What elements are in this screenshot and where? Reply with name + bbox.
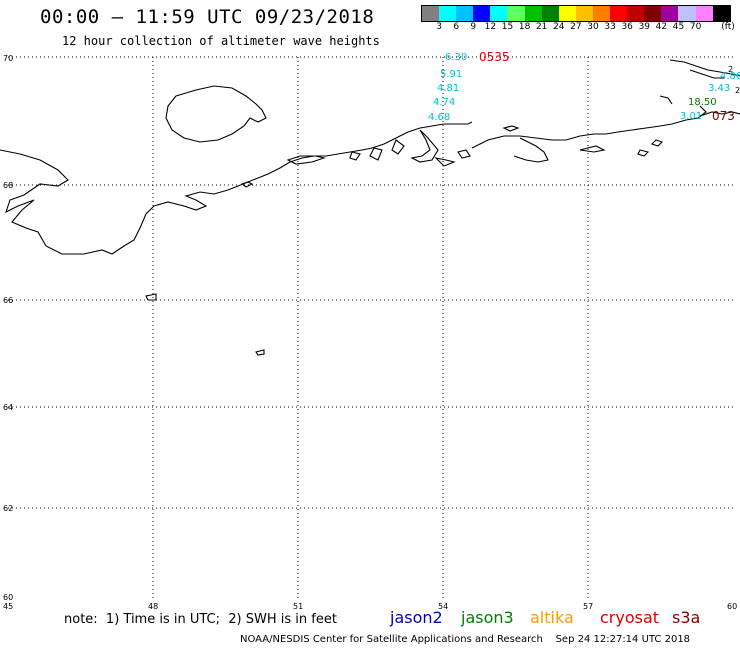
legend-swatch — [507, 6, 525, 21]
legend-swatch — [473, 6, 491, 21]
legend-unit: (ft) — [721, 22, 735, 32]
obs-label: 6.30 — [445, 52, 467, 63]
sat-cryosat: cryosat — [600, 608, 660, 627]
lon-label: 45 — [3, 602, 13, 611]
obs-label: 18.50 — [688, 97, 717, 108]
obs-label: 3.43 — [708, 83, 730, 94]
lat-label: 62 — [3, 504, 13, 513]
legend-swatch — [558, 6, 576, 21]
legend-label: 27 — [570, 22, 582, 32]
legend-label: 6 — [453, 22, 460, 32]
legend-swatch — [524, 6, 542, 21]
legend-label: 42 — [655, 22, 668, 32]
legend-swatch — [490, 6, 508, 21]
note-text: note: 1) Time is in UTC; 2) SWH is in fe… — [64, 612, 337, 627]
legend-label: 36 — [621, 22, 633, 32]
lon-labels: 45 48 51 54 57 60 — [3, 602, 737, 611]
lon-label: 57 — [583, 602, 593, 611]
legend-label: 21 — [535, 22, 548, 32]
footer-credit: NOAA/NESDIS Center for Satellite Applica… — [240, 634, 691, 645]
legend-swatch — [695, 6, 713, 21]
lat-grid — [8, 56, 733, 509]
legend-label: 12 — [484, 22, 497, 32]
legend-swatch — [592, 6, 611, 21]
lon-label: 48 — [148, 602, 158, 611]
obs-label: 4.74 — [433, 97, 455, 108]
lon-label: 60 — [727, 602, 737, 611]
legend-swatch — [610, 6, 628, 21]
obs-label: 4.81 — [437, 83, 459, 94]
legend-swatch — [422, 6, 440, 21]
legend-label: 15 — [501, 22, 514, 32]
obs-time-label: 073 — [712, 109, 735, 123]
legend-swatch — [575, 6, 593, 21]
lat-labels: 70 68 66 64 62 60 — [3, 54, 13, 602]
legend-swatch — [712, 6, 730, 21]
sat-jason2: jason2 — [390, 608, 443, 627]
chart-title: 00:00 – 11:59 UTC 09/23/2018 — [40, 6, 375, 28]
lat-label: 68 — [3, 181, 13, 190]
lat-label: 66 — [3, 296, 13, 305]
legend-swatch — [627, 6, 645, 21]
legend-swatch — [456, 6, 474, 21]
legend-swatch — [541, 6, 559, 21]
observations: 6.30 5.91 4.81 4.74 4.68 0535 4.86 3.43 … — [428, 50, 740, 123]
legend-label: 18 — [518, 22, 531, 32]
legend-label: 3 — [436, 22, 442, 32]
legend-swatch — [678, 6, 696, 21]
sat-jason3: jason3 — [461, 608, 514, 627]
obs-label: 5.91 — [440, 69, 462, 80]
obs-label: 3.01 — [680, 111, 702, 122]
sat-altika: altika — [530, 608, 574, 627]
legend-swatch — [644, 6, 662, 21]
chart-subtitle: 12 hour collection of altimeter wave hei… — [62, 34, 380, 48]
color-scale-labels: 3 6 9 12 15 18 21 24 27 30 33 36 39 42 45 70 (ft) — [421, 22, 740, 34]
legend-label: 33 — [604, 22, 616, 32]
obs-label: 4.68 — [428, 112, 450, 123]
legend-label: 45 — [672, 22, 685, 32]
obs-label: 2 — [728, 65, 733, 74]
obs-label: 2 — [735, 86, 740, 95]
legend-label: 30 — [587, 22, 599, 32]
legend-label: 24 — [553, 22, 565, 32]
legend-label: 39 — [638, 22, 651, 32]
lat-label: 64 — [3, 403, 13, 412]
lat-label: 70 — [3, 54, 13, 63]
obs-time-label: 0535 — [479, 50, 510, 64]
legend-swatch — [439, 6, 457, 21]
coastline — [0, 59, 740, 356]
legend-swatch — [661, 6, 679, 21]
color-scale-legend — [421, 5, 731, 22]
lon-grid — [152, 57, 589, 600]
obs-label: 4.86 — [720, 71, 740, 82]
legend-label: 70 — [689, 22, 702, 32]
lon-label: 51 — [293, 602, 303, 611]
sat-s3a: s3a — [672, 608, 701, 627]
legend-label: 9 — [470, 22, 477, 32]
lat-label: 60 — [3, 593, 13, 602]
lon-label: 54 — [438, 602, 448, 611]
